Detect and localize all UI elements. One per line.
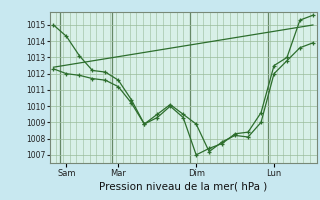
X-axis label: Pression niveau de la mer( hPa ): Pression niveau de la mer( hPa ): [99, 182, 267, 192]
